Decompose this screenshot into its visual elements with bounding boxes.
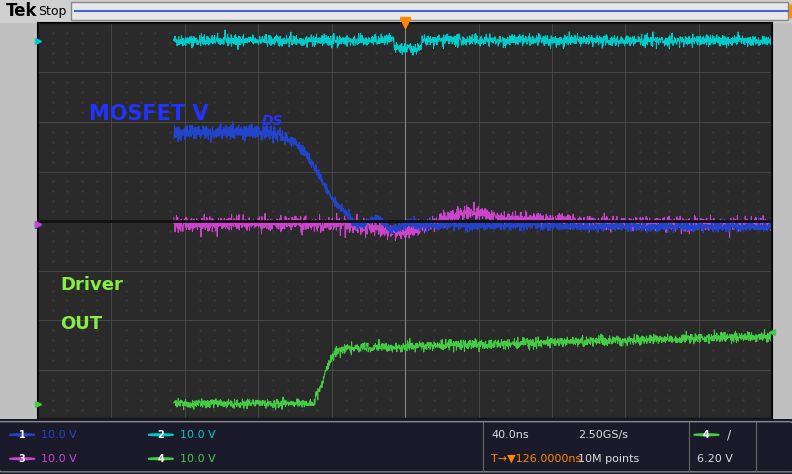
Text: OUT: OUT	[60, 315, 102, 333]
Text: 4: 4	[158, 454, 164, 464]
Text: Tek: Tek	[6, 2, 38, 20]
Circle shape	[694, 434, 719, 436]
Circle shape	[148, 458, 173, 460]
Text: 10.0 V: 10.0 V	[41, 430, 77, 440]
Text: 10.0 V: 10.0 V	[41, 454, 77, 464]
Text: 3: 3	[19, 454, 25, 464]
Text: 10.0 V: 10.0 V	[180, 430, 215, 440]
Text: 4: 4	[703, 430, 710, 440]
Text: MOSFET V: MOSFET V	[89, 104, 209, 124]
Text: 6.20 V: 6.20 V	[697, 454, 733, 464]
Circle shape	[10, 458, 35, 460]
Text: 10M points: 10M points	[578, 454, 639, 464]
Circle shape	[10, 434, 35, 436]
Text: T→▼126.0000ns: T→▼126.0000ns	[491, 454, 581, 464]
Circle shape	[148, 434, 173, 436]
Text: 10.0 V: 10.0 V	[180, 454, 215, 464]
Text: Driver: Driver	[60, 275, 123, 293]
Text: 2: 2	[158, 430, 164, 440]
Text: DS: DS	[262, 114, 284, 128]
Text: Stop: Stop	[38, 5, 67, 18]
FancyBboxPatch shape	[71, 2, 788, 20]
Text: 40.0ns: 40.0ns	[491, 430, 529, 440]
Text: 1: 1	[19, 430, 25, 440]
Text: /: /	[727, 428, 731, 441]
Text: 2.50GS/s: 2.50GS/s	[578, 430, 628, 440]
